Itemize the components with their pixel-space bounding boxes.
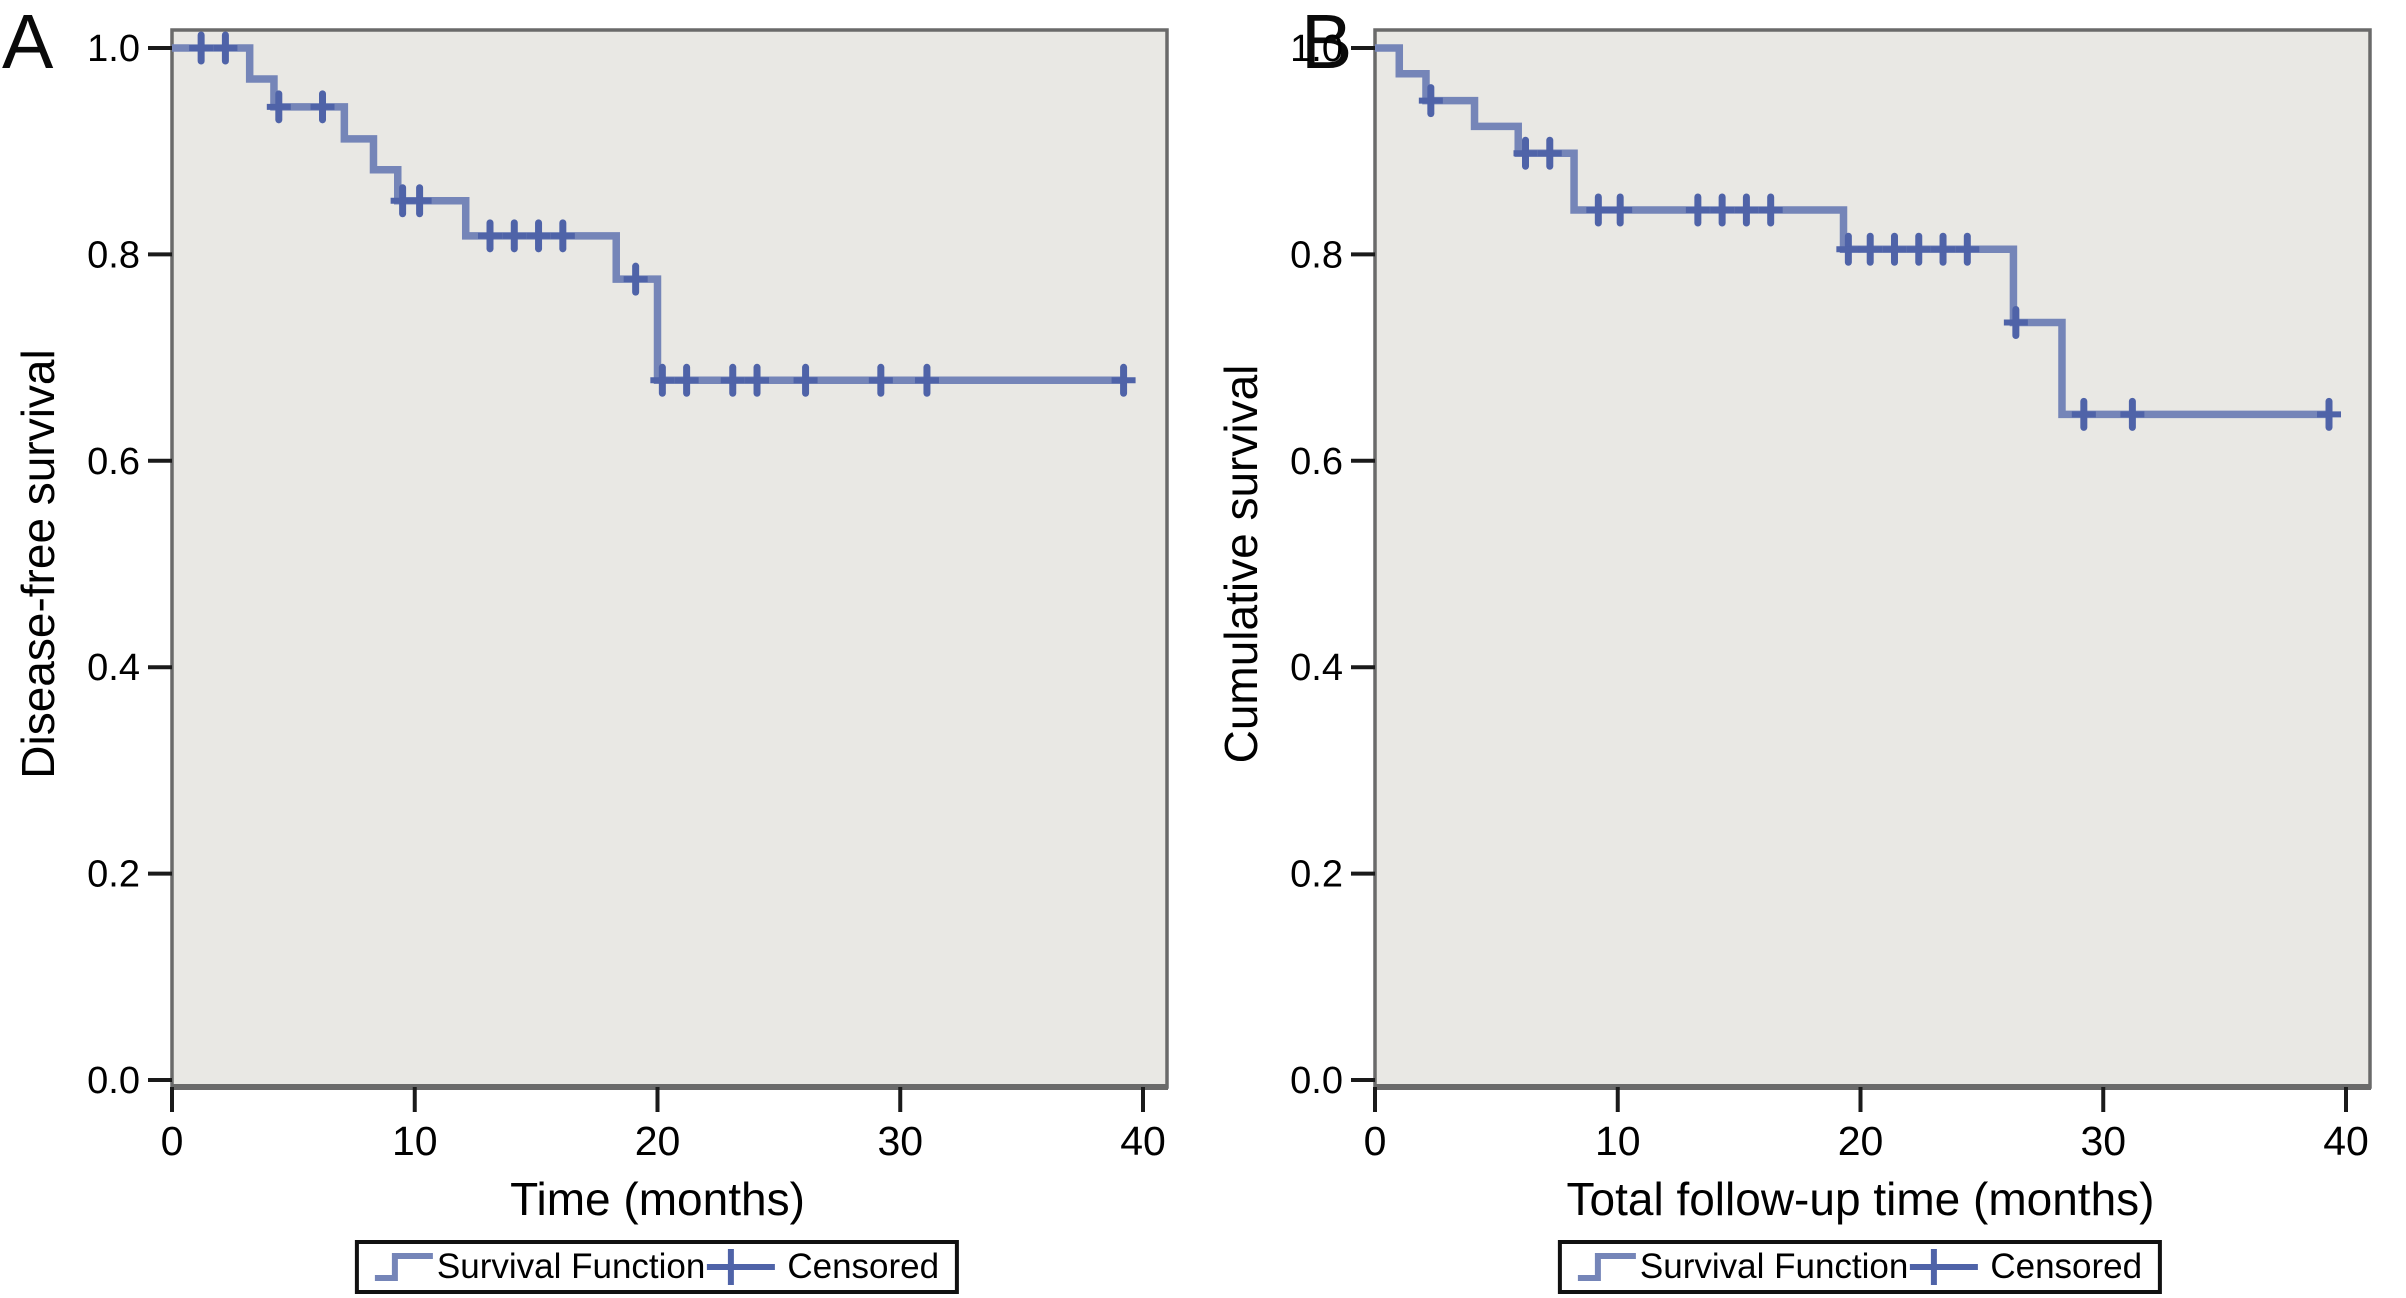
y-tick-label: 0.6 xyxy=(1290,441,1343,483)
x-axis-ticks: 0 10 20 30 40 xyxy=(1364,1087,2369,1164)
y-tick-label: 0.4 xyxy=(1290,647,1343,689)
x-tick-label: 20 xyxy=(1838,1118,1884,1164)
panel-a-legend: Survival Function Censored xyxy=(354,1240,960,1294)
panel-b: B Cumulative survival 0.0 0.2 0.4 0.6 0.8 1.0… xyxy=(1203,0,2406,1298)
x-tick-label: 10 xyxy=(1595,1118,1641,1164)
y-tick-label: 1.0 xyxy=(87,28,140,70)
y-tick-label: 0.4 xyxy=(87,647,140,689)
y-axis-ticks: 0.0 0.2 0.4 0.6 0.8 1.0 xyxy=(1290,28,1375,1102)
survival-function-line-icon xyxy=(1577,1253,1636,1281)
y-tick-label: 1.0 xyxy=(1290,28,1343,70)
x-tick-label: 20 xyxy=(635,1118,681,1164)
panel-b-legend: Survival Function Censored xyxy=(1557,1240,2163,1294)
panel-a-legend-survival-label: Survival Function xyxy=(436,1247,706,1286)
panel-a-label: A xyxy=(2,0,54,85)
panel-b-x-axis-title: Total follow-up time (months) xyxy=(1566,1173,2155,1225)
y-tick-label: 0.6 xyxy=(87,441,140,483)
x-axis-ticks: 0 10 20 30 40 xyxy=(161,1087,1166,1164)
panel-b-legend-censored-label: Censored xyxy=(1990,1247,2143,1286)
x-tick-label: 40 xyxy=(1120,1118,1166,1164)
survival-curve xyxy=(172,44,1124,385)
x-tick-label: 0 xyxy=(161,1118,184,1164)
plot-frame xyxy=(1373,28,2372,1090)
y-tick-label: 0.8 xyxy=(1290,234,1343,276)
y-tick-label: 0.8 xyxy=(87,234,140,276)
y-tick-label: 0.0 xyxy=(1290,1060,1343,1102)
survival-function-line-icon xyxy=(374,1253,433,1281)
panel-b-km-plot: 0.0 0.2 0.4 0.6 0.8 1.0 0 10 20 30 40 xyxy=(1290,28,2372,1164)
x-tick-label: 40 xyxy=(2323,1118,2369,1164)
plot-frame xyxy=(170,28,1169,1090)
censor-marks xyxy=(189,31,1136,397)
panel-a-legend-censored-label: Censored xyxy=(787,1247,940,1286)
panel-b-legend-survival-label: Survival Function xyxy=(1639,1247,1909,1286)
x-tick-label: 30 xyxy=(877,1118,923,1164)
panel-a-x-axis-title: Time (months) xyxy=(510,1173,805,1225)
x-tick-label: 10 xyxy=(392,1118,438,1164)
panel-a-km-plot: 0.0 0.2 0.4 0.6 0.8 1.0 0 10 20 30 40 xyxy=(87,28,1169,1164)
x-tick-label: 0 xyxy=(1364,1118,1387,1164)
y-axis-ticks: 0.0 0.2 0.4 0.6 0.8 1.0 xyxy=(87,28,172,1102)
y-tick-label: 0.2 xyxy=(87,854,140,896)
panel-b-label: B xyxy=(1301,0,1353,85)
x-tick-label: 30 xyxy=(2080,1118,2126,1164)
y-tick-label: 0.2 xyxy=(1290,854,1343,896)
y-tick-label: 0.0 xyxy=(87,1060,140,1102)
censor-marks xyxy=(1418,84,2342,431)
censored-plus-icon xyxy=(707,1249,776,1285)
panel-a: A Disease-free survival 0.0 0.2 0.4 0.6 0.8 1… xyxy=(2,0,1169,1294)
censored-plus-icon xyxy=(1910,1249,1979,1285)
